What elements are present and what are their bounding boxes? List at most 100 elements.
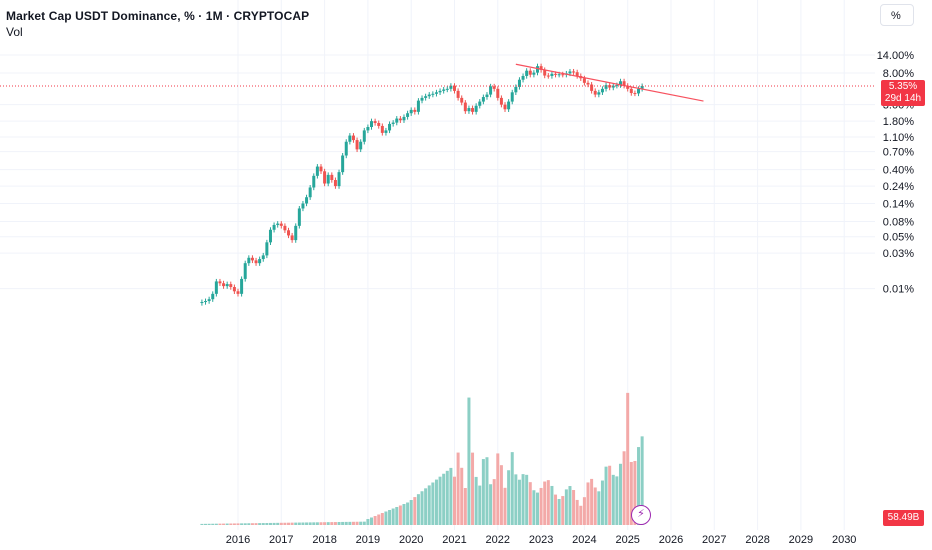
candle-body — [355, 140, 359, 150]
volume-bar — [431, 482, 435, 525]
candle-body — [362, 130, 366, 142]
volume-bar — [229, 523, 233, 525]
flash-icon[interactable]: ⚡ — [631, 505, 651, 525]
volume-bar — [600, 480, 604, 525]
candle-body — [200, 302, 204, 304]
volume-bar — [308, 522, 312, 525]
candle-body — [333, 180, 337, 187]
candle-body — [507, 101, 511, 110]
candle-body — [297, 208, 301, 226]
volume-bar — [420, 491, 424, 525]
volume-bar — [597, 491, 601, 525]
chart-legend: Market Cap USDT Dominance, % · 1M · CRYP… — [6, 8, 309, 40]
candle-body — [301, 203, 305, 209]
volume-bar — [355, 521, 359, 525]
price-tick-label: 1.10% — [883, 132, 914, 144]
volume-bar — [240, 523, 244, 525]
volume-bar — [626, 392, 630, 525]
volume-bar — [391, 508, 395, 525]
candle-body — [261, 255, 265, 260]
candle-body — [554, 73, 558, 75]
candle-body — [384, 130, 388, 133]
volume-bar — [543, 481, 547, 525]
candle-body — [629, 88, 633, 94]
volume-bar — [398, 505, 402, 525]
candle-body — [434, 92, 438, 94]
candle-body — [575, 72, 579, 76]
candle-body — [315, 166, 319, 176]
time-axis[interactable]: 2016 2017 2018 2019 2020 2021 2022 2023 2024 2025… — [226, 534, 857, 546]
candle-body — [481, 97, 485, 102]
volume-bar — [514, 474, 518, 525]
volume-bar — [232, 523, 236, 525]
candle-body — [366, 127, 370, 131]
candle-body — [337, 172, 341, 187]
candle-body — [528, 70, 532, 75]
candle-body — [225, 284, 229, 287]
volume-bar — [218, 523, 222, 525]
candle-body — [236, 291, 240, 294]
volume-value-badge: 58.49B — [883, 510, 924, 526]
candle-body — [268, 229, 272, 243]
volume-bar — [323, 522, 327, 525]
price-tick-label: 0.05% — [883, 232, 914, 244]
candle-body — [600, 88, 604, 93]
volume-bar — [604, 466, 608, 525]
volume-bar — [434, 479, 438, 525]
price-tick-label: 0.24% — [883, 181, 914, 193]
volume-bar — [290, 522, 294, 525]
volume-bar — [442, 473, 446, 525]
candle-body — [517, 79, 521, 87]
bar-countdown: 29d 14h — [884, 93, 922, 104]
volume-bar — [456, 452, 460, 525]
price-tick-label: 0.01% — [883, 284, 914, 296]
candle-body — [460, 97, 464, 103]
candle-body — [618, 81, 622, 86]
candle-body — [503, 104, 507, 110]
volume-legend[interactable]: Vol — [6, 25, 23, 39]
candle-body — [539, 66, 543, 70]
candle-body — [359, 141, 363, 150]
candle-body — [413, 109, 417, 112]
volume-bar — [561, 496, 565, 525]
candle-body — [586, 82, 590, 85]
candle-body — [593, 90, 597, 95]
candle-body — [561, 74, 565, 76]
price-tick-label: 0.14% — [883, 198, 914, 210]
candle-body — [247, 257, 251, 264]
volume-bar — [409, 500, 413, 525]
volume-bar — [510, 452, 514, 525]
volume-bar — [279, 522, 283, 525]
percent-scale-button[interactable]: % — [880, 4, 914, 26]
volume-bar — [521, 474, 525, 525]
candle-body — [521, 75, 525, 80]
time-tick-label: 2018 — [312, 534, 336, 546]
candle-body — [535, 66, 539, 73]
volume-bar — [416, 494, 420, 525]
candle-body — [290, 235, 294, 241]
volume-bar — [333, 522, 337, 525]
candle-body — [615, 85, 619, 87]
symbol-title[interactable]: Market Cap USDT Dominance, % · 1M · CRYP… — [6, 9, 310, 23]
candle-body — [499, 97, 503, 105]
candle-body — [229, 284, 233, 288]
candle-body — [348, 135, 352, 142]
trendline[interactable] — [515, 63, 704, 102]
candle-body — [279, 223, 283, 226]
volume-bar — [351, 521, 355, 525]
volume-bar — [283, 522, 287, 525]
candle-body — [254, 260, 258, 264]
volume-bar — [319, 522, 323, 525]
volume-bar — [204, 523, 208, 525]
volume-bar — [528, 482, 532, 525]
volume-bar — [471, 452, 475, 525]
volume-bar — [525, 474, 529, 525]
candle-body — [496, 88, 500, 98]
candle-body — [514, 86, 518, 93]
volume-bar — [622, 451, 626, 525]
candle-body — [276, 223, 280, 225]
candle-body — [319, 166, 323, 172]
volume-bar — [207, 523, 211, 525]
candle-body — [456, 90, 460, 98]
